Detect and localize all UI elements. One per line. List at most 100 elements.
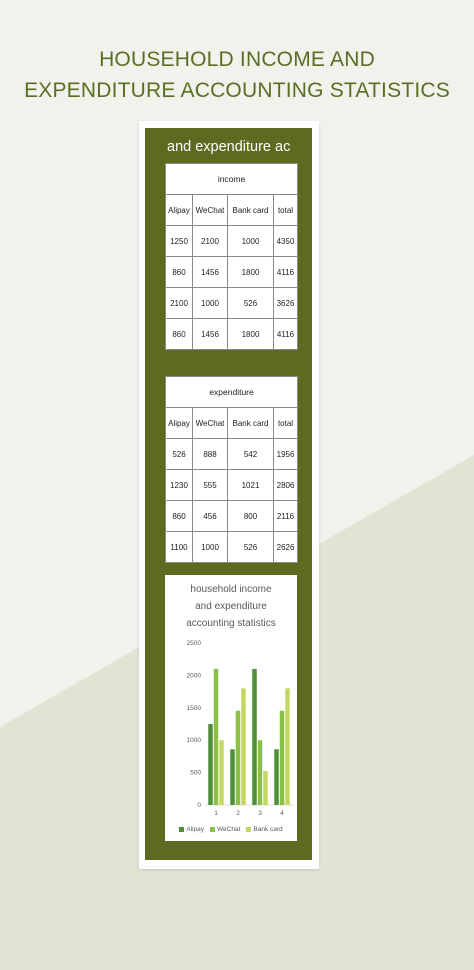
table-cell: 1021 — [227, 469, 274, 501]
table-cell: 4350 — [272, 225, 299, 257]
table-cell: 555 — [192, 469, 228, 501]
legend-item-alipay: Alipay — [179, 826, 204, 833]
column-header: WeChat — [192, 194, 228, 226]
y-tick-label: 0 — [197, 802, 201, 809]
expenditure-table: expenditure Alipay WeChat Bank card tota… — [164, 376, 299, 563]
chart-title: household income and expenditure account… — [165, 581, 297, 632]
legend-item-wechat: WeChat — [210, 826, 240, 833]
table-cell: 1456 — [192, 318, 228, 350]
table-cell: 526 — [165, 438, 193, 470]
table-cell: 888 — [192, 438, 228, 470]
table-row: 860 1456 1800 4116 — [165, 256, 299, 288]
table-cell: 1250 — [165, 225, 193, 257]
income-header-row: Alipay WeChat Bank card total — [165, 194, 299, 226]
spreadsheet-preview: and expenditure ac income Alipay WeChat … — [145, 128, 312, 860]
table-row: 860 456 800 2116 — [165, 500, 299, 532]
section-divider-band — [165, 352, 297, 376]
table-cell: 1000 — [227, 225, 274, 257]
table-cell: 2100 — [165, 287, 193, 319]
table-cell: 526 — [227, 531, 274, 563]
x-tick-label: 3 — [258, 810, 262, 817]
bar-alipay-1 — [208, 724, 213, 805]
column-header: total — [272, 407, 299, 439]
income-caption-row: income — [164, 163, 299, 195]
y-tick-label: 500 — [190, 770, 201, 777]
chart-plot-area: 0 500 1000 1500 2000 2500 1 2 3 4 — [187, 640, 293, 817]
x-tick-label: 1 — [214, 810, 218, 817]
income-table: income Alipay WeChat Bank card total 125… — [164, 163, 299, 350]
bar-bank-card-2 — [241, 688, 246, 805]
table-cell: 860 — [165, 318, 193, 350]
table-cell: 2100 — [192, 225, 228, 257]
column-header: Alipay — [165, 194, 193, 226]
bar-bank-card-4 — [285, 688, 290, 805]
table-row: 1230 555 1021 2806 — [165, 469, 299, 501]
x-tick-label: 4 — [280, 810, 284, 817]
income-caption: income — [164, 163, 299, 195]
table-cell: 860 — [165, 500, 193, 532]
chart-title-line-1: household income — [190, 584, 272, 595]
expenditure-caption-row: expenditure — [164, 376, 299, 408]
table-cell: 1230 — [165, 469, 193, 501]
table-cell: 1000 — [192, 531, 228, 563]
legend-label: WeChat — [217, 826, 241, 833]
expenditure-header-row: Alipay WeChat Bank card total — [165, 407, 299, 439]
x-tick-label: 2 — [236, 810, 240, 817]
y-tick-label: 1500 — [187, 705, 202, 712]
table-cell: 3626 — [272, 287, 299, 319]
bar-wechat-4 — [279, 710, 285, 805]
page-title-line-1: HOUSEHOLD INCOME AND — [99, 48, 375, 71]
table-row: 2100 1000 526 3626 — [165, 287, 299, 319]
page-title-line-2: EXPENDITURE ACCOUNTING STATISTICS — [24, 79, 450, 102]
column-header: total — [272, 194, 299, 226]
y-tick-label: 2500 — [187, 640, 202, 647]
table-row: 1250 2100 1000 4350 — [165, 225, 299, 257]
legend-swatch-alipay — [179, 827, 185, 832]
y-tick-label: 1000 — [187, 737, 202, 744]
bar-bank-card-1 — [219, 740, 224, 805]
bar-alipay-2 — [230, 749, 235, 805]
chart-legend: Alipay WeChat Bank card — [165, 826, 297, 833]
chart-title-line-2: and expenditure — [195, 601, 267, 612]
bar-wechat-3 — [257, 740, 263, 805]
table-row: 860 1456 1800 4116 — [165, 318, 299, 350]
legend-swatch-bank-card — [246, 827, 252, 832]
table-cell: 1456 — [192, 256, 228, 288]
column-header: Bank card — [227, 407, 274, 439]
chart-title-line-3: accounting statistics — [186, 618, 276, 629]
page-title: HOUSEHOLD INCOME AND EXPENDITURE ACCOUNT… — [0, 44, 474, 106]
column-header: Alipay — [165, 407, 193, 439]
expenditure-caption: expenditure — [164, 376, 299, 408]
table-cell: 1800 — [227, 256, 274, 288]
table-cell: 860 — [165, 256, 193, 288]
table-cell: 1800 — [227, 318, 274, 350]
sheet-header: and expenditure ac — [167, 139, 291, 155]
table-cell: 2116 — [272, 500, 299, 532]
bar-wechat-1 — [213, 668, 219, 805]
y-tick-label: 2000 — [187, 672, 202, 679]
table-cell: 1956 — [272, 438, 299, 470]
table-row: 526 888 542 1956 — [165, 438, 299, 470]
table-cell: 1100 — [165, 531, 193, 563]
table-cell: 1000 — [192, 287, 228, 319]
legend-swatch-wechat — [210, 827, 216, 832]
column-header: WeChat — [192, 407, 228, 439]
table-cell: 4116 — [272, 318, 299, 350]
bar-wechat-2 — [235, 710, 241, 805]
table-cell: 2626 — [272, 531, 299, 563]
table-row: 1100 1000 526 2626 — [165, 531, 299, 563]
table-cell: 2806 — [272, 469, 299, 501]
legend-label: Bank card — [253, 826, 283, 833]
bar-chart: household income and expenditure account… — [165, 575, 297, 841]
table-cell: 800 — [227, 500, 274, 532]
bar-bank-card-3 — [263, 770, 268, 805]
table-cell: 542 — [227, 438, 274, 470]
legend-item-bank-card: Bank card — [246, 826, 283, 833]
legend-label: Alipay — [186, 826, 205, 833]
table-cell: 456 — [192, 500, 228, 532]
bar-alipay-4 — [274, 749, 279, 805]
table-cell: 4116 — [272, 256, 299, 288]
table-cell: 526 — [227, 287, 274, 319]
column-header: Bank card — [227, 194, 274, 226]
bar-alipay-3 — [252, 668, 257, 805]
